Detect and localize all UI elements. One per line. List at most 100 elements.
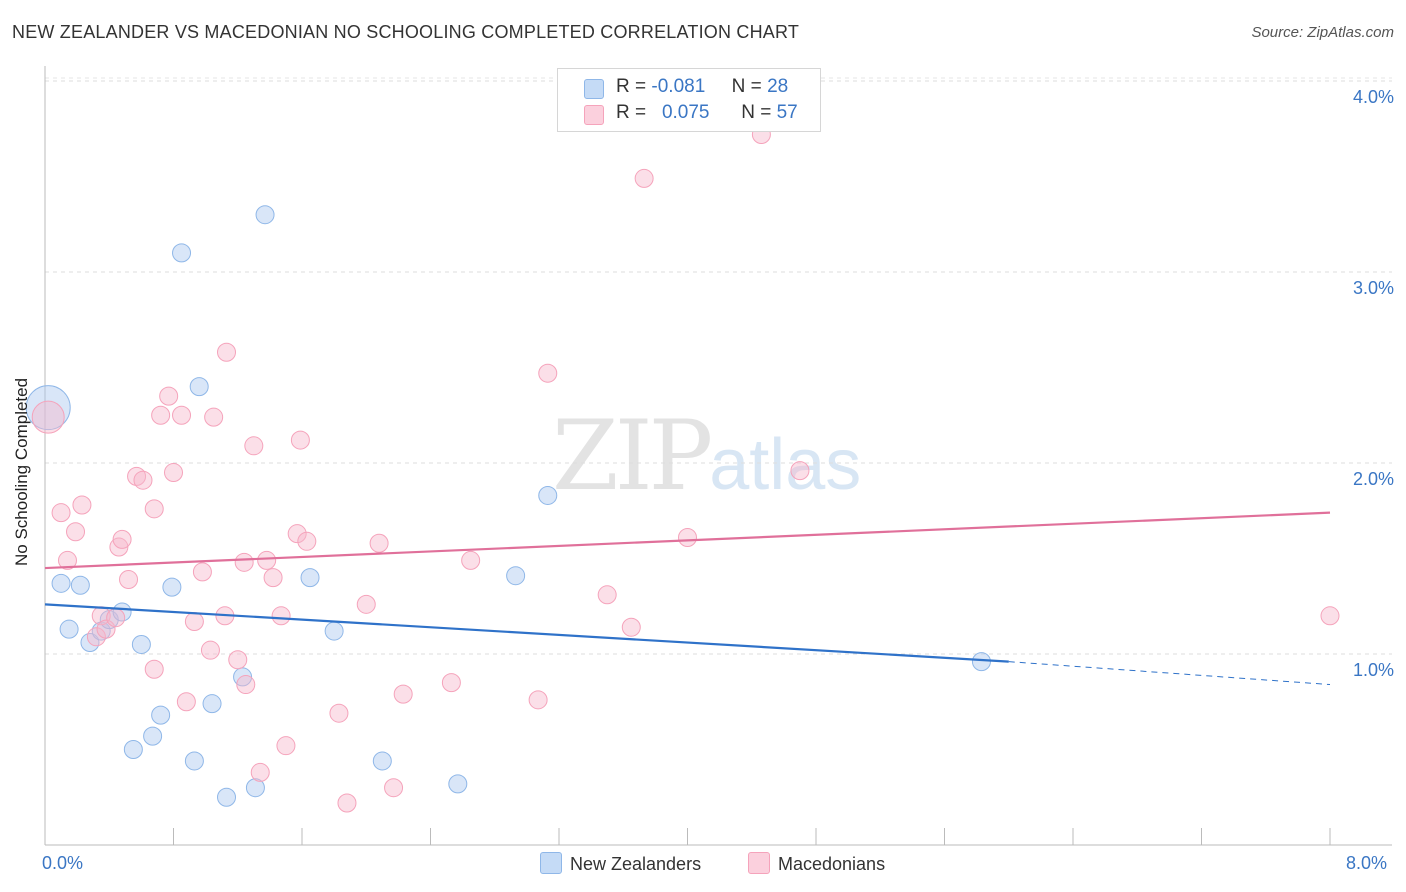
macedonian-point <box>204 407 224 427</box>
new-zealander-point <box>143 726 163 746</box>
new-zealander-point <box>172 243 192 263</box>
macedonian-point <box>597 585 617 605</box>
macedonian-point <box>337 793 357 813</box>
macedonian-point <box>31 400 65 434</box>
watermark-zip: ZIP <box>552 400 713 512</box>
macedonian-point <box>271 606 291 626</box>
macedonian-point <box>393 684 413 704</box>
legend-text: R = -0.081 N = 28 <box>616 76 788 98</box>
macedonian-point <box>250 762 270 782</box>
macedonian-point <box>184 612 204 632</box>
stats-legend: R = -0.081 N = 28 R = 0.075 N = 57 <box>557 68 821 132</box>
new-zealander-point <box>123 740 143 759</box>
macedonian-point <box>384 778 404 798</box>
n-value: 28 <box>767 76 789 97</box>
new-zealander-point <box>189 377 209 397</box>
macedonian-point <box>159 386 179 406</box>
legend-text: R = 0.075 N = 57 <box>616 102 798 124</box>
macedonian-point <box>151 405 171 425</box>
r-label: R = <box>616 76 647 97</box>
macedonian-point <box>164 463 183 483</box>
new-zealander-trendline <box>44 603 1009 663</box>
macedonian-point <box>263 568 283 588</box>
macedonian-point <box>228 650 248 670</box>
macedonian-point <box>144 499 164 519</box>
new-zealander-point <box>217 787 237 807</box>
watermark: ZIPatlas <box>552 400 861 512</box>
r-value: -0.081 <box>651 76 706 97</box>
macedonian-point <box>297 531 317 551</box>
new-zealander-point <box>538 485 558 505</box>
new-zealander-point <box>131 634 151 654</box>
macedonian-point <box>236 675 256 695</box>
swatch-pink <box>748 852 770 874</box>
macedonian-point <box>678 527 697 547</box>
series-label: Macedonians <box>778 854 886 874</box>
n-label: N = <box>731 76 762 97</box>
new-zealander-point <box>372 751 392 771</box>
r-label: R = <box>616 102 647 123</box>
macedonian-point <box>621 617 641 637</box>
n-label: N = <box>741 102 772 123</box>
macedonian-point <box>461 550 481 570</box>
new-zealander-point <box>59 619 79 639</box>
macedonian-point <box>133 470 153 490</box>
macedonian-point <box>441 673 461 693</box>
macedonian-point <box>290 430 310 450</box>
new-zealander-point <box>151 705 171 725</box>
macedonian-point <box>276 736 296 756</box>
macedonian-point <box>1320 606 1340 626</box>
bottom-legend-macedonians: Macedonians <box>748 852 885 875</box>
macedonian-point <box>217 342 237 362</box>
swatch-blue <box>540 852 562 874</box>
new-zealander-point <box>506 566 526 586</box>
y-tick-label: 1.0% <box>1352 660 1394 680</box>
macedonian-point <box>234 552 254 572</box>
macedonian-point <box>244 436 264 456</box>
new-zealander-point <box>233 667 253 687</box>
macedonian-point <box>528 690 548 710</box>
chart-title: NEW ZEALANDER VS MACEDONIAN NO SCHOOLING… <box>12 22 800 42</box>
series-label: New Zealanders <box>570 854 702 874</box>
new-zealander-point <box>202 694 222 714</box>
macedonian-point <box>119 570 139 590</box>
macedonian-point <box>112 529 132 549</box>
macedonian-point <box>106 608 126 628</box>
macedonian-point <box>356 594 376 614</box>
macedonian-point <box>57 550 77 570</box>
watermark-atlas: atlas <box>709 425 862 505</box>
source-label: Source: ZipAtlas.com <box>1251 24 1394 41</box>
new-zealander-point <box>70 575 90 595</box>
x-tick-label-max: 8.0% <box>1346 853 1388 873</box>
macedonian-point <box>790 461 810 481</box>
macedonian-point <box>172 405 192 425</box>
macedonian-point <box>66 522 86 542</box>
macedonian-point <box>144 659 164 679</box>
macedonian-point <box>634 168 654 188</box>
y-tick-label: 3.0% <box>1352 278 1394 298</box>
macedonian-point <box>109 537 129 557</box>
new-zealander-trendline-extension <box>1008 661 1331 686</box>
new-zealander-point <box>51 573 71 593</box>
new-zealander-point <box>448 774 468 794</box>
legend-swatch-blue <box>584 79 604 99</box>
macedonian-point <box>200 640 220 660</box>
macedonian-point <box>51 503 71 523</box>
new-zealander-point <box>300 568 320 588</box>
macedonian-trendline <box>44 511 1331 570</box>
new-zealander-point <box>324 621 344 641</box>
new-zealander-point <box>255 205 275 225</box>
new-zealander-point <box>971 652 991 672</box>
r-value: 0.075 <box>661 102 710 123</box>
macedonian-point <box>257 550 277 570</box>
bottom-legend-new-zealanders: New Zealanders <box>540 852 701 875</box>
new-zealander-point <box>25 385 71 431</box>
macedonian-point <box>86 627 106 647</box>
new-zealander-point <box>162 577 182 597</box>
macedonian-point <box>329 703 349 723</box>
macedonian-point <box>72 495 92 515</box>
x-tick-label-min: 0.0% <box>42 853 84 873</box>
macedonian-point <box>287 524 307 544</box>
macedonian-point <box>538 363 558 383</box>
